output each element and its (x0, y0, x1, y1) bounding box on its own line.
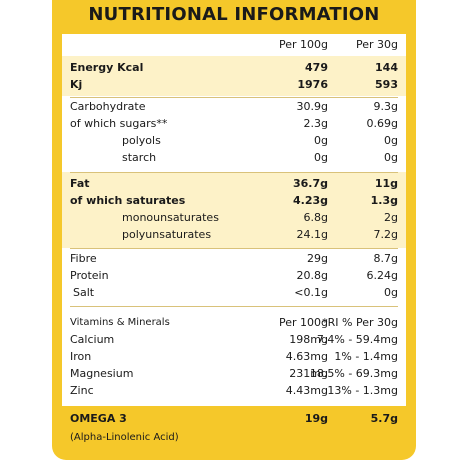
row-value-per100: 20.8g (296, 269, 328, 282)
row-value-per30: 7.2g (373, 228, 398, 241)
row-value-per100: 6.8g (303, 211, 328, 224)
column-header-row: Per 100g Per 30g (62, 36, 406, 53)
fat-shading (62, 172, 406, 248)
row-value-per100: 4.63mg (285, 350, 328, 363)
table-row: Energy Kcal 479 144 (62, 59, 406, 76)
row-value-per30: 0.69g (366, 117, 398, 130)
vitamins-header-per100: Per 100g (278, 316, 328, 329)
table-row: monounsaturates 6.8g 2g (62, 209, 406, 226)
row-value-per100: 36.7g (292, 177, 328, 190)
vitamins-header-per30: *RI % Per 30g (322, 316, 398, 329)
row-value-per30: 8.7g (373, 252, 398, 265)
row-value-per100: 30.9g (296, 100, 328, 113)
table-row: of which sugars** 2.3g 0.69g (62, 115, 406, 132)
table-row: Carbohydrate 30.9g 9.3g (62, 98, 406, 115)
row-value-per100: 29g (307, 252, 328, 265)
row-value-per30: 7.4% - 59.4mg (316, 333, 398, 346)
row-value-per30: 13% - 1.3mg (327, 384, 398, 397)
column-header-per30: Per 30g (355, 38, 398, 51)
omega3-sublabel: (Alpha-Linolenic Acid) (70, 432, 179, 443)
row-value-per30: 144 (375, 61, 398, 74)
table-row: Calcium 198mg 7.4% - 59.4mg (62, 331, 406, 348)
nutrition-panel: NUTRITIONAL INFORMATION Per 100g Per 30g… (52, 0, 416, 460)
row-value-per100: 0g (314, 151, 328, 164)
nutrition-table: Per 100g Per 30g Energy Kcal 479 144 Kj … (62, 34, 406, 406)
omega3-value-per100: 19g (304, 412, 328, 425)
table-row: Fat 36.7g 11g (62, 175, 406, 192)
row-label: monounsaturates (122, 211, 219, 224)
omega3-label: OMEGA 3 (70, 412, 127, 425)
vitamins-header-row: Vitamins & Minerals Per 100g *RI % Per 3… (62, 314, 406, 331)
table-row: Kj 1976 593 (62, 76, 406, 93)
row-value-per30: 0g (384, 151, 398, 164)
table-row: Salt <0.1g 0g (62, 284, 406, 301)
row-value-per100: <0.1g (294, 286, 328, 299)
panel-title: NUTRITIONAL INFORMATION (88, 4, 380, 25)
row-label: Protein (70, 269, 109, 282)
row-value-per100: 1976 (297, 78, 328, 91)
row-value-per30: 6.24g (366, 269, 398, 282)
table-row: Protein 20.8g 6.24g (62, 267, 406, 284)
row-label: Magnesium (70, 367, 134, 380)
row-label: Iron (70, 350, 92, 363)
row-label: Fibre (70, 252, 97, 265)
row-value-per30: 0g (384, 134, 398, 147)
row-value-per30: 1% - 1.4mg (334, 350, 398, 363)
row-label: Fat (70, 177, 90, 190)
row-label: of which sugars** (70, 117, 168, 130)
row-value-per100: 479 (305, 61, 328, 74)
row-value-per30: 18.5% - 69.3mg (309, 367, 398, 380)
row-value-per100: 2.3g (303, 117, 328, 130)
table-row: of which saturates 4.23g 1.3g (62, 192, 406, 209)
row-label: of which saturates (70, 194, 186, 207)
row-value-per100: 0g (314, 134, 328, 147)
row-label: Calcium (70, 333, 115, 346)
row-label: polyunsaturates (122, 228, 212, 241)
table-row: Fibre 29g 8.7g (62, 250, 406, 267)
row-value-per100: 231mg (289, 367, 328, 380)
omega3-value-per30: 5.7g (370, 412, 398, 425)
table-row: Zinc 4.43mg 13% - 1.3mg (62, 382, 406, 399)
row-value-per100: 4.23g (292, 194, 328, 207)
table-row: Iron 4.63mg 1% - 1.4mg (62, 348, 406, 365)
row-label: Energy Kcal (70, 61, 144, 74)
row-value-per30: 2g (384, 211, 398, 224)
table-row: polyols 0g 0g (62, 132, 406, 149)
row-value-per30: 11g (374, 177, 398, 190)
row-value-per30: 0g (384, 286, 398, 299)
table-row: Magnesium 231mg 18.5% - 69.3mg (62, 365, 406, 382)
row-label: polyols (122, 134, 161, 147)
table-row: starch 0g 0g (62, 149, 406, 166)
row-value-per100: 198mg (289, 333, 328, 346)
table-row: polyunsaturates 24.1g 7.2g (62, 226, 406, 243)
section-divider (70, 172, 398, 173)
column-header-per100: Per 100g (278, 38, 328, 51)
row-value-per30: 1.3g (370, 194, 398, 207)
section-divider (70, 248, 398, 249)
row-label: Kj (70, 78, 83, 91)
row-value-per30: 9.3g (373, 100, 398, 113)
row-value-per30: 593 (375, 78, 398, 91)
row-label: starch (122, 151, 157, 164)
row-label: Salt (73, 286, 95, 299)
row-label: Carbohydrate (70, 100, 146, 113)
omega3-row: OMEGA 3 (Alpha-Linolenic Acid) 19g 5.7g (62, 408, 406, 452)
row-value-per100: 4.43mg (285, 384, 328, 397)
section-divider (70, 97, 398, 98)
section-divider (70, 306, 398, 307)
row-label: Zinc (70, 384, 94, 397)
energy-shading (62, 56, 406, 96)
vitamins-header-label: Vitamins & Minerals (70, 317, 170, 328)
row-value-per100: 24.1g (296, 228, 328, 241)
